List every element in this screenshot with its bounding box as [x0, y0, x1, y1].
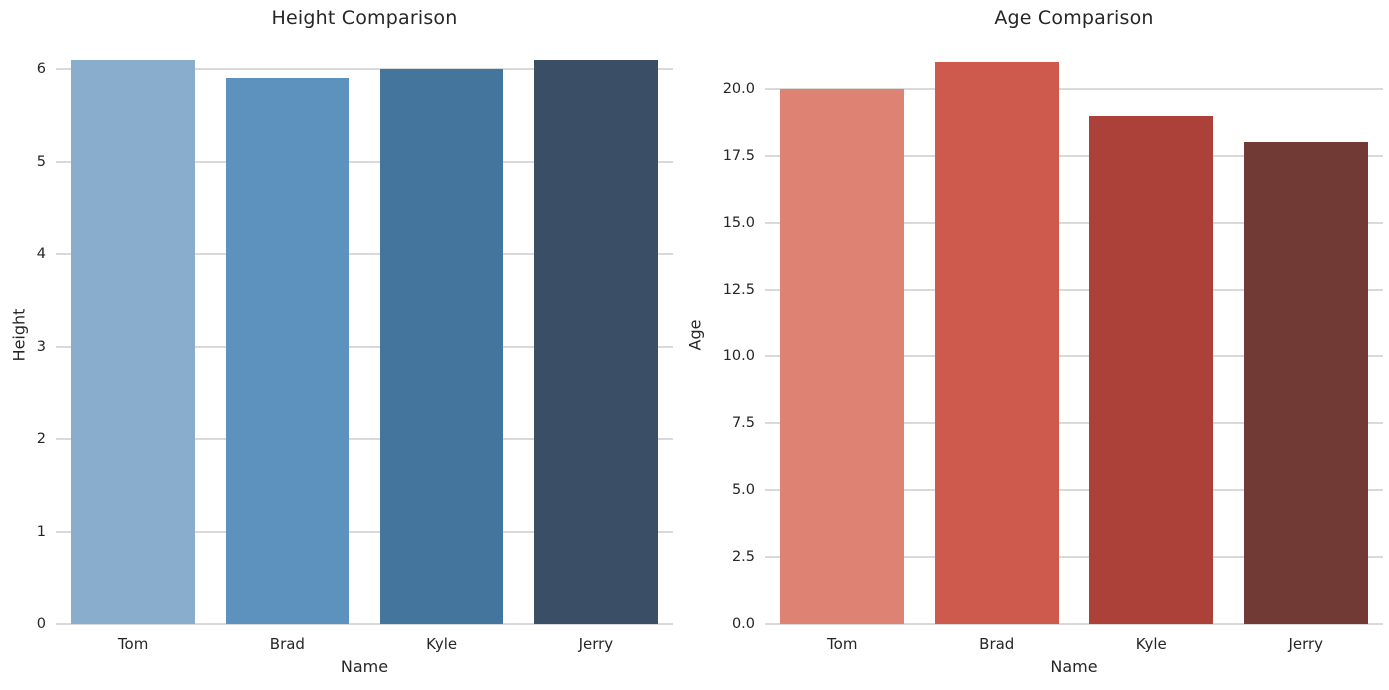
- gridline: [56, 160, 673, 163]
- bar-kyle: [379, 69, 504, 624]
- y-tick-label: 1: [36, 523, 46, 540]
- y-tick-label: 20.0: [722, 80, 755, 97]
- y-tick-label: 2.5: [731, 549, 755, 566]
- y-tick-label: 4: [36, 246, 46, 263]
- gridline: [56, 438, 673, 441]
- y-tick-label: 6: [36, 61, 46, 78]
- gridline: [765, 556, 1383, 559]
- plot-area: [765, 46, 1383, 625]
- y-tick-label: 15.0: [722, 214, 755, 231]
- y-tick-label: 5: [36, 153, 46, 170]
- bar-kyle: [1089, 115, 1214, 624]
- gridline: [765, 489, 1383, 492]
- bar-tom: [780, 88, 905, 624]
- y-tick-label: 0.0: [731, 616, 755, 632]
- gridline: [765, 422, 1383, 425]
- gridline: [765, 154, 1383, 157]
- x-tick-label: Tom: [827, 635, 858, 653]
- gridline: [765, 288, 1383, 291]
- bar-brad: [225, 78, 350, 624]
- y-tick-label: 12.5: [722, 281, 755, 298]
- x-tick-label: Brad: [979, 635, 1015, 653]
- chart-title: Height Comparison: [271, 7, 458, 29]
- bar-tom: [71, 59, 195, 624]
- y-tick-label: 5.0: [731, 482, 755, 499]
- y-tick-label: 7.5: [731, 415, 755, 432]
- x-tick-label: Kyle: [426, 635, 458, 653]
- x-tick-label: Tom: [117, 635, 149, 653]
- bar-brad: [934, 62, 1059, 624]
- gridline: [56, 345, 673, 348]
- gridline: [56, 253, 673, 256]
- y-tick-label: 17.5: [722, 147, 755, 164]
- bar-jerry: [534, 59, 658, 624]
- x-tick-label: Jerry: [578, 635, 614, 653]
- gridline: [56, 68, 673, 71]
- x-tick-label: Brad: [269, 635, 305, 653]
- gridline: [765, 355, 1383, 358]
- y-tick-label: 3: [36, 338, 46, 355]
- bar-jerry: [1243, 142, 1368, 624]
- gridline: [56, 623, 673, 625]
- chart-title: Age Comparison: [994, 7, 1154, 29]
- plot-area: [56, 46, 673, 625]
- x-axis-label: Name: [1050, 657, 1098, 676]
- x-axis-label: Name: [340, 657, 389, 676]
- y-tick-label: 0: [36, 616, 46, 632]
- gridline: [765, 87, 1383, 90]
- gridline: [56, 530, 673, 533]
- y-tick-label: 10.0: [722, 348, 755, 365]
- x-tick-label: Jerry: [1288, 635, 1324, 653]
- gridline: [765, 623, 1383, 625]
- gridline: [765, 221, 1383, 224]
- y-tick-label: 2: [36, 431, 46, 448]
- x-tick-label: Kyle: [1135, 635, 1167, 653]
